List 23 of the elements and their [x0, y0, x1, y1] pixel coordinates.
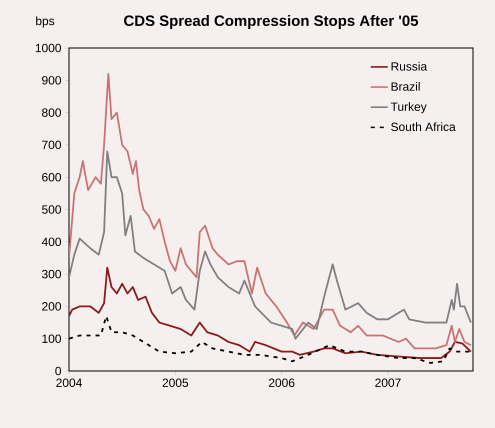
line-series — [69, 72, 472, 350]
y-tick-label: 800 — [42, 108, 62, 117]
legend-label: Russia — [392, 62, 428, 71]
y-tick-label: 100 — [42, 334, 62, 343]
x-tick-label: 2007 — [375, 378, 401, 387]
line-series — [69, 266, 472, 359]
y-tick-label: 400 — [42, 238, 62, 246]
x-tick-label: 2004 — [56, 378, 82, 387]
legend-label: South Africa — [391, 122, 456, 132]
y-tick-label: 0 — [55, 366, 62, 376]
y-tick-label: 600 — [42, 172, 62, 182]
y-tick-label: 200 — [42, 302, 62, 311]
legend-label: Turkey — [390, 102, 427, 114]
y-tick-label: 900 — [42, 76, 62, 85]
legend-label: Brazil — [392, 82, 420, 91]
y-tick-label: 700 — [42, 140, 62, 150]
y-axis-title: bps — [36, 16, 54, 28]
x-tick-label: 2005 — [162, 378, 188, 387]
x-tick-label: 2006 — [268, 378, 294, 387]
chart-title: CDS Spread Compression Stops After '05 — [124, 15, 418, 29]
y-tick-label: 300 — [42, 270, 62, 278]
y-tick-label: 500 — [42, 205, 62, 214]
y-tick-label: 1000 — [36, 44, 62, 52]
